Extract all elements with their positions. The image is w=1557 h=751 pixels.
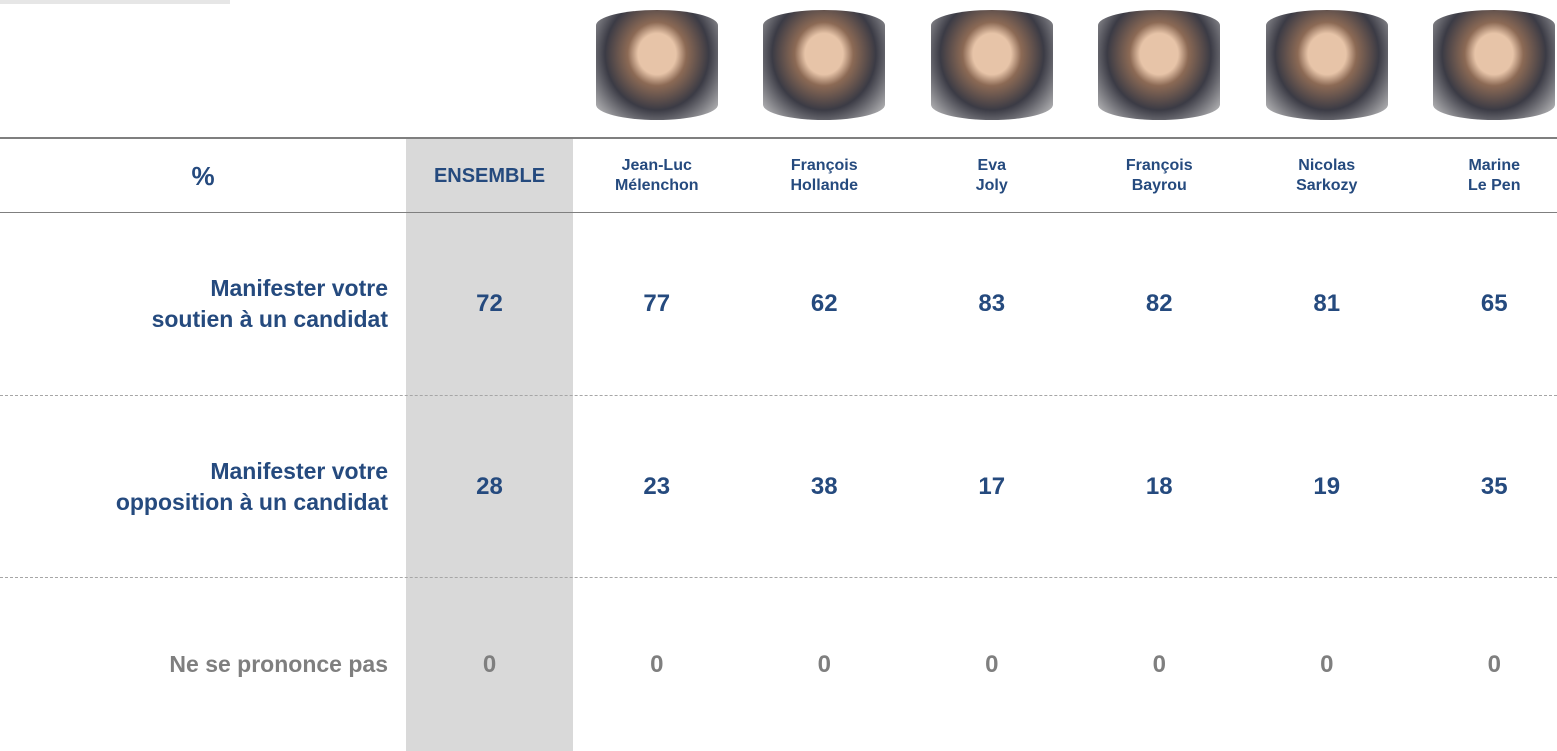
header-bottom-rule [0, 212, 1557, 213]
text-line: François [1125, 157, 1193, 174]
value-cell: 0 [1152, 650, 1166, 678]
value-cell: 35 [1480, 472, 1508, 500]
value-cell: 38 [810, 472, 838, 500]
row-divider [0, 395, 1557, 396]
value-cell: 62 [810, 290, 838, 317]
value-cell: 19 [1313, 472, 1341, 500]
candidate-header: François Bayrou [1076, 140, 1244, 212]
value-cell: 82 [1145, 290, 1173, 317]
candidate-photo [595, 10, 718, 120]
candidate-header: François Hollande [741, 140, 909, 212]
candidate-header: Jean-Luc Mélenchon [573, 140, 741, 212]
text-line: Sarkozy [1296, 177, 1358, 194]
row-label: Manifester votre soutien à un candidat [0, 213, 388, 395]
value-cell: 65 [1480, 290, 1508, 317]
corner-header: % [191, 160, 215, 191]
text-line: Marine [1468, 157, 1521, 174]
candidate-photo [930, 10, 1053, 120]
value-cell: 0 [650, 650, 664, 678]
total-column-bg [406, 138, 573, 751]
value-cell: 0 [1487, 650, 1501, 678]
row-divider [0, 577, 1557, 578]
candidate-header: Nicolas Sarkozy [1243, 140, 1411, 212]
text-line: Joly [975, 177, 1008, 194]
text-line: Ne se prononce pas [169, 651, 388, 677]
text-line: Manifester votre [210, 457, 388, 484]
row-label: Ne se prononce pas [0, 578, 388, 751]
value-cell: 77 [643, 290, 671, 317]
header-top-rule [0, 137, 1557, 139]
value-cell: 0 [985, 650, 999, 678]
text-line: Le Pen [1468, 177, 1521, 194]
candidate-header: Marine Le Pen [1411, 140, 1557, 212]
value-cell: 28 [476, 472, 503, 500]
top-bar [0, 0, 230, 4]
value-cell: 72 [476, 290, 503, 317]
value-cell: 0 [817, 650, 831, 678]
candidate-photo [1433, 10, 1556, 120]
text-line: Mélenchon [614, 177, 699, 194]
value-cell: 18 [1145, 472, 1173, 500]
text-line: Eva [977, 157, 1006, 174]
candidate-photo [1265, 10, 1388, 120]
candidate-photo [763, 10, 886, 120]
text-line: François [790, 157, 858, 174]
value-cell: 0 [482, 650, 497, 678]
text-line: Hollande [790, 177, 859, 194]
text-line: Bayrou [1131, 177, 1187, 194]
candidate-header: Eva Joly [908, 140, 1076, 212]
total-header: ENSEMBLE [433, 164, 546, 187]
text-line: Nicolas [1298, 157, 1356, 174]
value-cell: 23 [643, 472, 671, 500]
text-line: soutien à un candidat [151, 306, 388, 332]
value-cell: 0 [1320, 650, 1334, 678]
value-cell: 17 [978, 472, 1006, 500]
text-line: Manifester votre [210, 275, 388, 301]
text-line: opposition à un candidat [115, 488, 388, 515]
text-line: Jean-Luc [621, 157, 692, 174]
value-cell: 81 [1313, 290, 1341, 317]
candidate-photo [1098, 10, 1221, 120]
row-label: Manifester votre opposition à un candidat [0, 396, 388, 577]
value-cell: 83 [978, 290, 1006, 317]
